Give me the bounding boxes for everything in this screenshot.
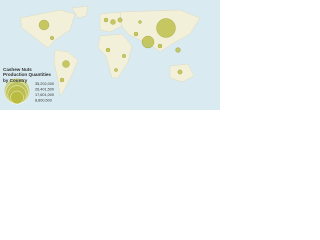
bubble — [175, 47, 181, 53]
greenland — [71, 5, 89, 19]
africa — [97, 33, 133, 79]
bubble — [156, 18, 176, 38]
bubble — [133, 31, 139, 37]
bubble — [110, 19, 116, 25]
bubble — [38, 19, 50, 31]
bubble — [141, 35, 155, 49]
bubble — [114, 68, 118, 72]
bubble — [177, 69, 183, 75]
bubble — [62, 60, 70, 68]
bubble — [59, 77, 65, 83]
legend-label: 17,601,000 — [35, 93, 54, 97]
north-america — [19, 9, 76, 49]
legend-label: 26,401,500 — [35, 88, 54, 92]
bubble — [50, 36, 54, 40]
legend-label: 35,202,000 — [35, 82, 54, 86]
bubble — [103, 17, 109, 23]
legend-label: 8,800,500 — [35, 99, 52, 103]
map-view: 35,202,000 26,401,500 17,601,000 8,800,500 … — [0, 0, 220, 110]
south-america — [53, 49, 79, 97]
bubble — [122, 54, 126, 58]
map-title: Cashew Nuts Production Quantities by Cou… — [3, 67, 51, 83]
legend-bubble — [10, 90, 24, 105]
bubble — [105, 47, 111, 53]
bubble — [117, 17, 123, 23]
bubble — [138, 20, 142, 24]
bubble — [157, 43, 163, 49]
country-bubbles — [38, 17, 183, 83]
